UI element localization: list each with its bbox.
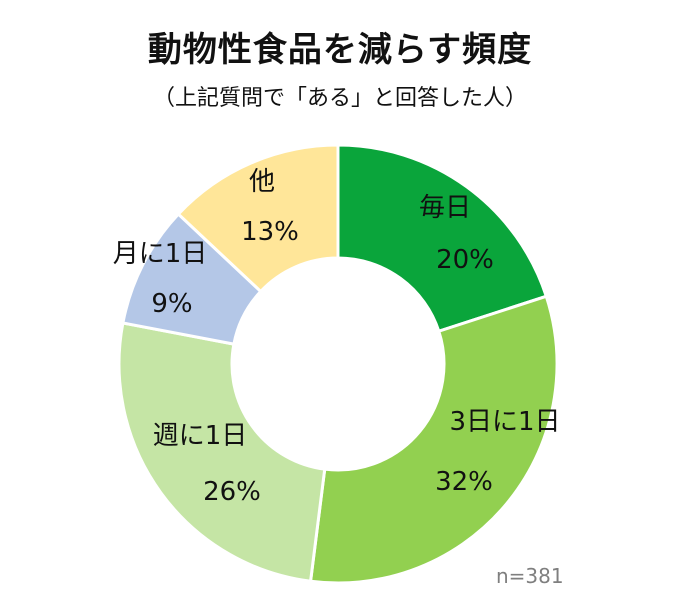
slice-label-1: 毎日 — [419, 193, 471, 223]
chart-subtitle: （上記質問で「ある」と回答した人） — [152, 86, 527, 111]
slice-label-3: 週に1日 — [153, 421, 248, 451]
slice-label-5: 他 — [249, 167, 275, 197]
slice-value-label-5: 13% — [241, 217, 299, 247]
sample-size-note: n=381 — [496, 564, 564, 588]
slice-value-label-3: 26% — [203, 477, 261, 507]
slice-value-label-4: 9% — [151, 289, 192, 319]
slice-value-label-1: 20% — [436, 245, 494, 275]
donut-slice-2 — [308, 294, 559, 585]
chart-title: 動物性食品を減らす頻度 — [147, 30, 533, 70]
slice-label-2: 3日に1日 — [449, 407, 560, 437]
label-layer: 毎日 20% 3日に1日 32% 週に1日 26% 月に1日 9% 他 13% — [113, 167, 561, 507]
slice-layer — [117, 143, 559, 585]
donut-slice-3 — [117, 321, 327, 583]
donut-slice-5 — [176, 143, 340, 294]
donut-slice-1 — [336, 143, 549, 334]
slice-value-label-2: 32% — [435, 467, 493, 497]
slice-label-4: 月に1日 — [113, 239, 208, 269]
